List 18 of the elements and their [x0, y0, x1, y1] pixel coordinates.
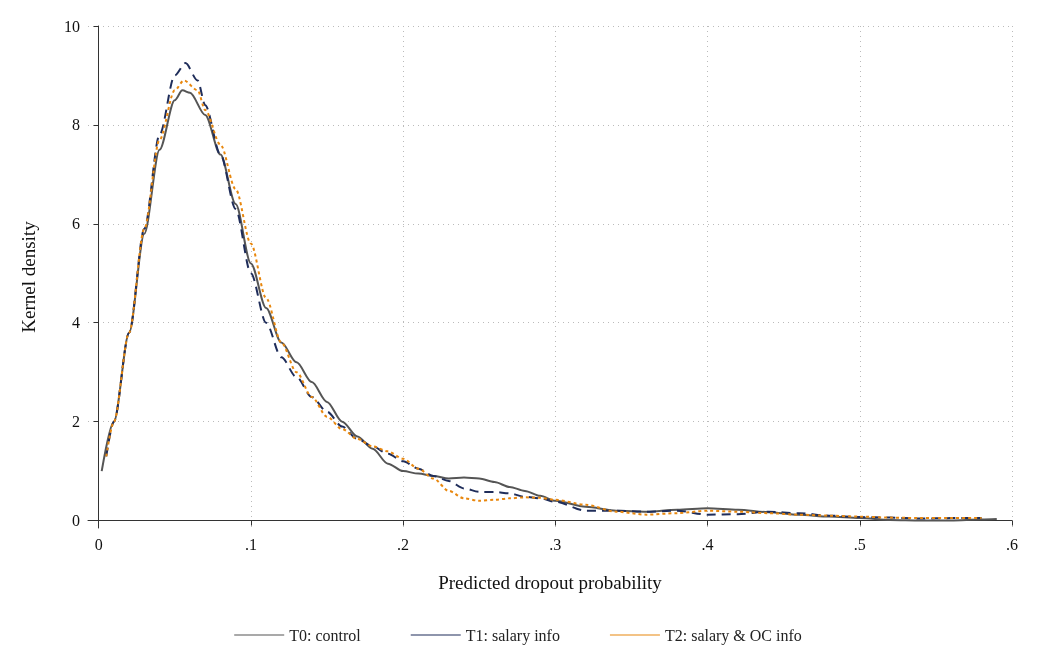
legend-label: T2: salary & OC info — [664, 626, 802, 645]
y-tick-label: 2 — [72, 413, 80, 431]
x-axis-title: Predicted dropout probability — [438, 572, 663, 593]
y-axis-title: Kernel density — [18, 220, 39, 333]
legend-label: T1: salary info — [465, 626, 560, 645]
x-tick-label: .5 — [853, 535, 866, 553]
x-tick-label: .1 — [244, 535, 257, 553]
y-tick-label: 8 — [72, 116, 80, 134]
x-tick-label: .2 — [397, 535, 410, 553]
y-tick-label: 10 — [64, 17, 80, 35]
y-tick-label: 6 — [72, 215, 80, 233]
x-tick-label: .4 — [701, 535, 714, 553]
x-tick-label: 0 — [94, 535, 103, 553]
legend-label: T0: control — [289, 626, 362, 644]
x-tick-label: .6 — [1006, 535, 1018, 553]
x-tick-label: .3 — [549, 535, 562, 553]
y-tick-label: 4 — [72, 314, 80, 332]
y-tick-label: 0 — [72, 512, 80, 530]
